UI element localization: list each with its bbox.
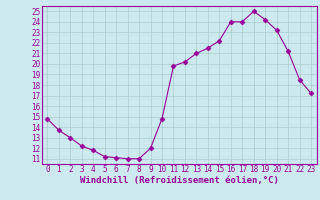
X-axis label: Windchill (Refroidissement éolien,°C): Windchill (Refroidissement éolien,°C) bbox=[80, 176, 279, 185]
